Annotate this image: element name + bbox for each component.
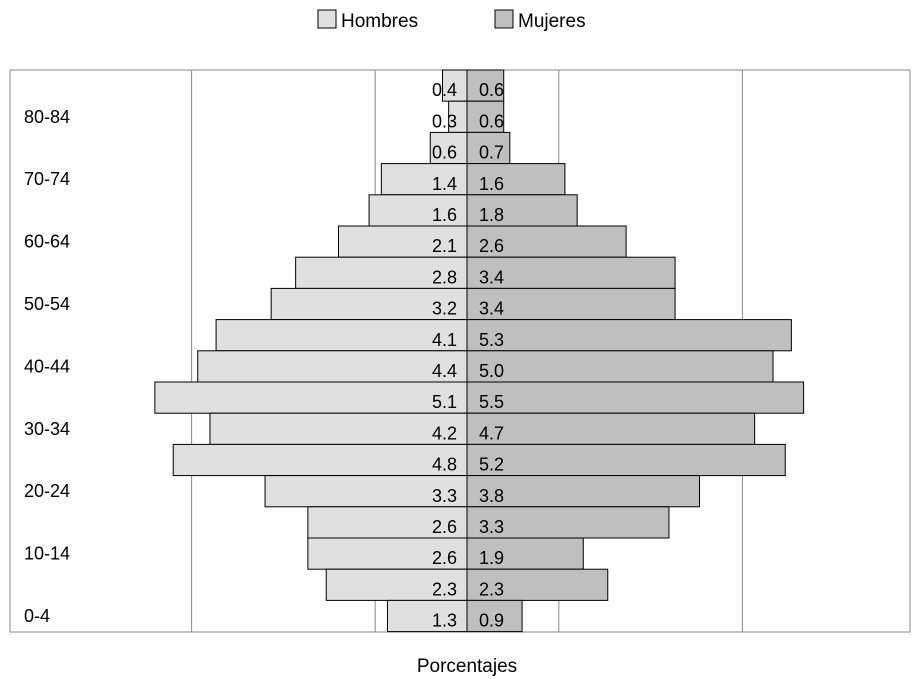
data-label-mujeres: 1.8 [479, 205, 504, 225]
age-group-labels: 80-84 70-74 60-64 50-54 40-44 30-34 20-24 10-14… [24, 107, 70, 626]
data-label-hombres: 3.3 [432, 486, 457, 506]
bar-hombres [197, 350, 468, 383]
bar-mujeres [466, 381, 805, 414]
legend-label-mujeres: Mujeres [518, 11, 586, 32]
age-label: 80-84 [24, 107, 70, 127]
data-label-hombres: 2.8 [432, 267, 457, 287]
age-label: 50-54 [24, 294, 70, 314]
data-label-mujeres: 0.6 [479, 111, 504, 131]
data-label-hombres: 1.4 [432, 174, 457, 194]
age-label: 0-4 [24, 606, 50, 626]
data-label-hombres: 0.3 [432, 111, 457, 131]
bar-mujeres [466, 412, 756, 445]
age-label: 70-74 [24, 169, 70, 189]
data-label-hombres: 1.3 [432, 611, 457, 631]
data-label-mujeres: 0.6 [479, 80, 504, 100]
x-axis-title: Porcentajes [417, 656, 517, 677]
data-label-hombres: 4.8 [432, 455, 457, 475]
data-label-mujeres: 4.7 [479, 423, 504, 443]
data-label-hombres: 5.1 [432, 392, 457, 412]
data-label-hombres: 4.4 [432, 361, 457, 381]
bar-hombres [172, 443, 468, 477]
bar-mujeres [466, 475, 701, 508]
bar-mujeres [466, 287, 676, 321]
data-label-hombres: 2.6 [432, 548, 457, 568]
legend-swatch-hombres [317, 9, 337, 29]
bar-hombres [368, 194, 468, 227]
bars [154, 69, 805, 633]
data-label-mujeres: 3.8 [479, 486, 504, 506]
legend-swatch-mujeres [494, 9, 514, 29]
bar-hombres [442, 69, 468, 102]
data-label-mujeres: 5.0 [479, 361, 504, 381]
data-label-mujeres: 0.7 [479, 143, 504, 163]
age-label: 10-14 [24, 544, 70, 564]
legend-label-hombres: Hombres [341, 11, 418, 32]
bar-hombres [337, 225, 468, 258]
data-label-mujeres: 0.9 [479, 611, 504, 631]
data-label-mujeres: 1.9 [479, 548, 504, 568]
data-label-mujeres: 5.3 [479, 330, 504, 350]
data-label-hombres: 2.6 [432, 517, 457, 537]
data-label-hombres: 4.1 [432, 330, 457, 350]
data-label-mujeres: 1.6 [479, 174, 504, 194]
bar-hombres [264, 475, 468, 508]
data-label-mujeres: 2.3 [479, 579, 504, 599]
bar-hombres [154, 381, 468, 414]
data-label-mujeres: 5.2 [479, 455, 504, 475]
legend: Hombres Mujeres [317, 9, 586, 32]
bar-hombres [215, 319, 468, 352]
bar-mujeres [466, 350, 774, 383]
age-label: 40-44 [24, 356, 70, 376]
data-label-hombres: 2.3 [432, 579, 457, 599]
bar-mujeres [466, 319, 792, 352]
bar-mujeres [466, 225, 627, 258]
data-label-hombres: 0.4 [432, 80, 457, 100]
bar-mujeres [466, 443, 786, 477]
data-label-mujeres: 5.5 [479, 392, 504, 412]
bar-hombres [209, 412, 468, 445]
bar-labels: 0.4 0.6 0.3 0.6 0.6 0.7 1.4 1.6 1.6 1.8 2.1 2.6 2.8 3… [432, 80, 504, 630]
age-label: 20-24 [24, 481, 70, 501]
data-label-hombres: 4.2 [432, 423, 457, 443]
bar-mujeres [466, 256, 676, 289]
data-label-hombres: 0.6 [432, 143, 457, 163]
data-label-mujeres: 3.4 [479, 299, 504, 319]
data-label-mujeres: 3.3 [479, 517, 504, 537]
data-label-mujeres: 2.6 [479, 236, 504, 256]
bar-mujeres [466, 568, 609, 601]
data-label-mujeres: 3.4 [479, 267, 504, 287]
data-label-hombres: 3.2 [432, 299, 457, 319]
bar-hombres [386, 599, 468, 633]
bar-mujeres [466, 599, 523, 633]
bar-mujeres [466, 131, 511, 165]
data-label-hombres: 2.1 [432, 236, 457, 256]
data-label-hombres: 1.6 [432, 205, 457, 225]
bar-mujeres [466, 194, 578, 227]
bar-hombres [307, 506, 468, 539]
bar-hombres [307, 537, 468, 570]
age-label: 30-34 [24, 419, 70, 439]
age-label: 60-64 [24, 232, 70, 252]
bar-mujeres [466, 163, 566, 196]
